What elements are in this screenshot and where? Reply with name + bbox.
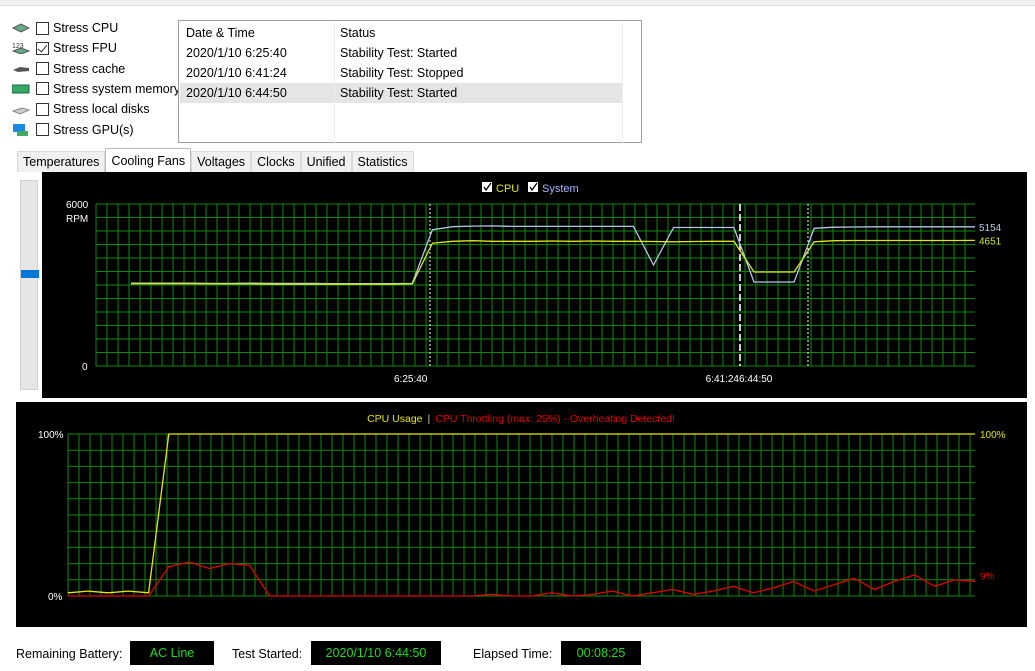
stress-checkbox[interactable] <box>36 82 49 96</box>
tab-unified[interactable]: Unified <box>300 151 352 172</box>
cpu-icon <box>12 23 30 33</box>
battery-value: AC Line <box>130 641 214 665</box>
legend-label: CPU <box>496 183 519 195</box>
stress-option[interactable]: 123 Stress FPU <box>12 38 117 58</box>
cell-datetime: 2020/1/10 6:25:40 <box>180 43 335 63</box>
test-started-value: 2020/1/10 6:44:50 <box>311 641 441 665</box>
cell-datetime: 2020/1/10 6:44:50 <box>180 83 335 103</box>
y-tick-label: 100% <box>38 430 64 441</box>
test-started-label: Test Started: <box>232 647 303 661</box>
legend-checkbox <box>528 182 538 192</box>
y-axis-label: RPM <box>66 214 88 225</box>
memory-icon <box>12 84 30 94</box>
marker-label: 6:44:50 <box>739 374 773 385</box>
stress-option[interactable]: Stress local disks <box>12 99 150 119</box>
table-row[interactable]: 2020/1/10 6:41:24 Stability Test: Stopped <box>180 63 623 83</box>
title-part: CPU Usage <box>367 413 423 425</box>
stress-option[interactable]: Stress CPU <box>12 18 118 38</box>
tab-clocks[interactable]: Clocks <box>251 151 301 172</box>
stress-option-label: Stress CPU <box>53 21 119 35</box>
cooling-fans-chart: CPU System 6000 RPM 0 6:25:40 6:41:24 6:44:50 46… <box>42 172 1027 398</box>
stress-option-label: Stress GPU(s) <box>53 122 134 137</box>
cell-datetime: 2020/1/10 6:41:24 <box>180 63 335 83</box>
table-header: Date & Time Status <box>180 23 623 43</box>
tab-cooling-fans[interactable]: Cooling Fans <box>105 148 192 172</box>
event-log-table: Date & Time Status 2020/1/10 6:25:40 Stab… <box>178 20 642 143</box>
cell-status: Stability Test: Stopped <box>335 63 623 83</box>
stress-checkbox[interactable] <box>36 102 49 116</box>
cpu-usage-chart: CPU Usage | CPU Throttling (max: 25%) - Ov… <box>16 402 1027 627</box>
disk-icon <box>12 107 30 115</box>
title-part: CPU Throttling (max: 25%) - Overheating … <box>435 413 675 425</box>
scrollbar-thumb[interactable] <box>21 270 39 278</box>
stress-checkbox[interactable] <box>36 62 49 76</box>
series-end-label: 9% <box>980 571 995 582</box>
fpu-icon: 123 <box>12 43 30 55</box>
series-line-system <box>131 225 975 285</box>
cell-status: Stability Test: Started <box>335 83 623 103</box>
window-top-bar <box>0 0 1035 6</box>
svg-text:123: 123 <box>12 43 24 50</box>
table-row <box>180 123 623 143</box>
battery-label: Remaining Battery: <box>16 647 123 661</box>
table-row[interactable]: 2020/1/10 6:44:50 Stability Test: Started <box>180 83 623 103</box>
stress-option[interactable]: Stress system memory <box>12 79 180 99</box>
series-line-cpu <box>131 239 976 285</box>
legend-label: System <box>542 183 579 195</box>
check-icon <box>529 182 538 192</box>
stress-option-label: Stress FPU <box>53 41 117 56</box>
elapsed-time-value: 00:08:25 <box>561 641 641 665</box>
stress-option[interactable]: Stress GPU(s) <box>12 120 134 140</box>
tab-voltages[interactable]: Voltages <box>191 151 252 172</box>
stress-checkbox[interactable] <box>36 41 49 55</box>
column-header-datetime[interactable]: Date & Time <box>180 23 335 43</box>
series-end-label: 4651 <box>979 236 1002 247</box>
y-tick-label: 0 <box>82 362 88 373</box>
cache-icon <box>13 66 29 72</box>
table-row <box>180 103 623 123</box>
chart-title: CPU Usage | CPU Throttling (max: 25%) - Ov… <box>367 413 675 425</box>
chart-scrollbar[interactable] <box>20 180 39 390</box>
marker-label: 6:41:24 <box>706 374 740 385</box>
y-tick-label: 0% <box>48 592 63 603</box>
stress-option-label: Stress system memory <box>53 81 181 96</box>
y-tick-label: 6000 <box>66 200 89 211</box>
tab-temperatures[interactable]: Temperatures <box>17 151 106 172</box>
title-part: | <box>428 413 431 425</box>
elapsed-time-label: Elapsed Time: <box>473 647 553 661</box>
gpu-icon <box>13 123 28 136</box>
stress-checkbox[interactable] <box>36 21 49 35</box>
series-end-label: 5154 <box>979 223 1002 234</box>
tab-statistics[interactable]: Statistics <box>351 151 414 172</box>
series-line-throttling <box>68 561 976 597</box>
stress-option[interactable]: Stress cache <box>12 59 125 79</box>
stress-option-label: Stress local disks <box>53 102 150 117</box>
column-header-status[interactable]: Status <box>335 23 623 43</box>
series-end-label: 100% <box>980 430 1006 441</box>
series-line-cpu-usage <box>67 433 975 594</box>
stress-option-label: Stress cache <box>53 61 126 76</box>
legend-checkbox <box>482 182 492 192</box>
marker-label: 6:25:40 <box>394 374 428 385</box>
table-row[interactable]: 2020/1/10 6:25:40 Stability Test: Started <box>180 43 623 63</box>
cell-status: Stability Test: Started <box>335 43 623 63</box>
tab-bar: Temperatures Cooling Fans Voltages Clocks Un… <box>17 148 414 172</box>
stress-checkbox[interactable] <box>36 123 49 136</box>
check-icon <box>483 182 492 192</box>
